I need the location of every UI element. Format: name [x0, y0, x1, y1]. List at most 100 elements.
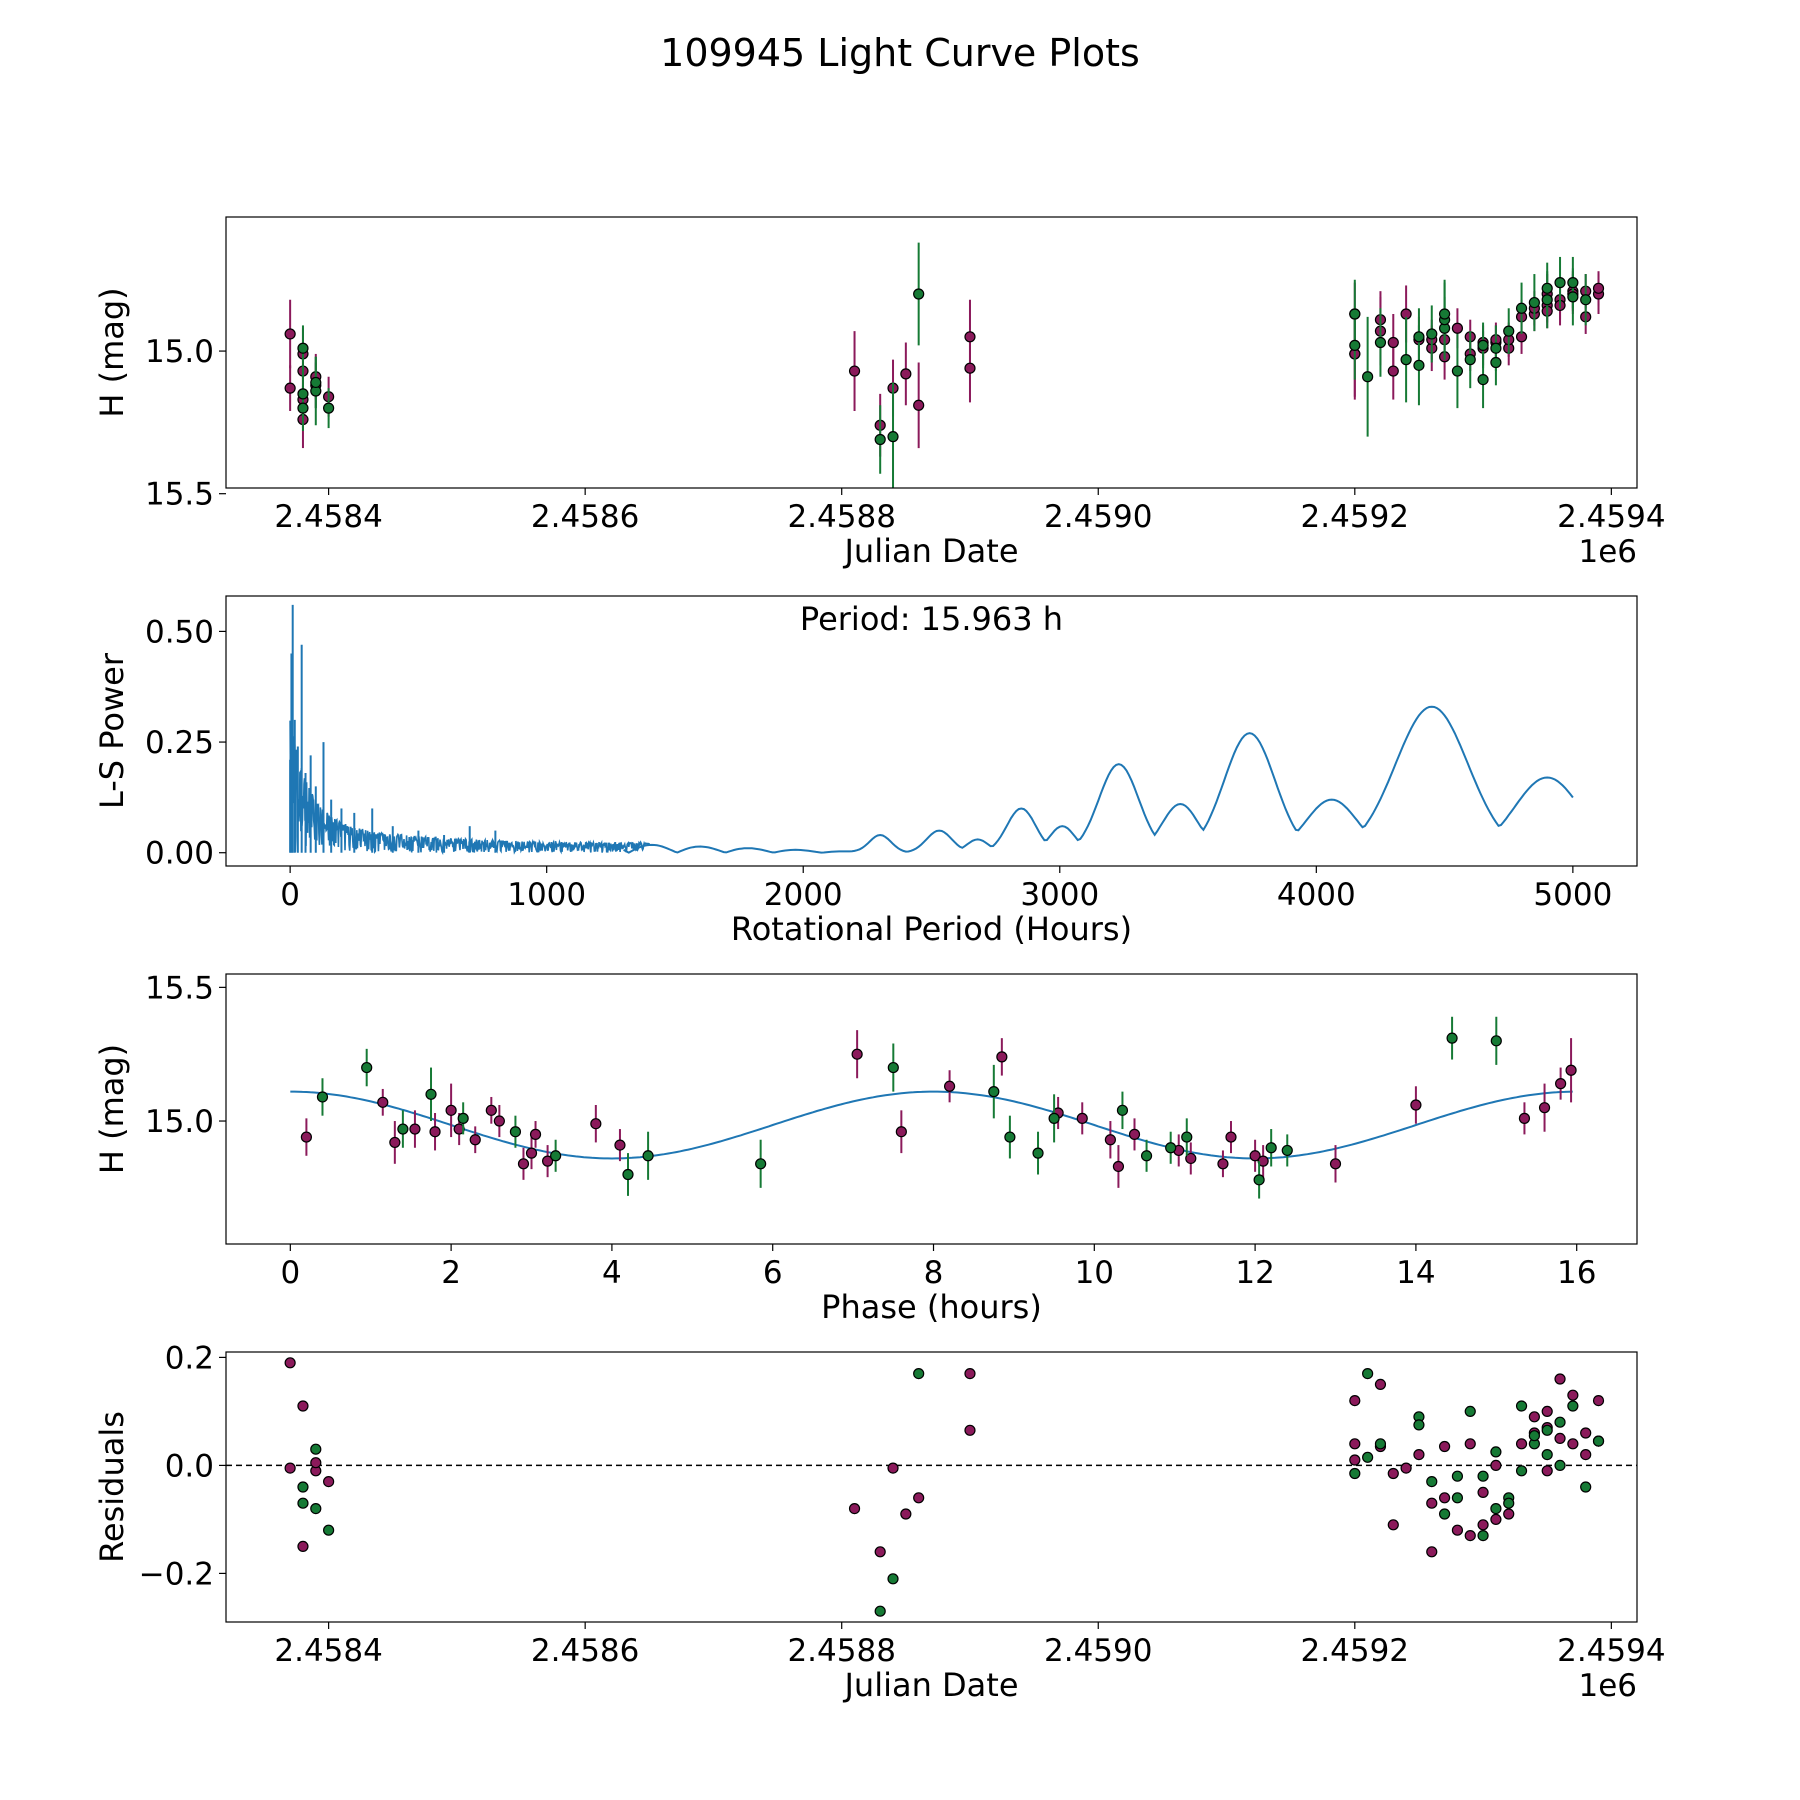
data-point — [1477, 1486, 1489, 1499]
data-point — [457, 1112, 469, 1124]
data-point — [1554, 1373, 1566, 1385]
data-point — [1349, 1394, 1361, 1407]
data-point — [323, 1524, 335, 1536]
data-point — [887, 1573, 899, 1585]
data-point — [509, 1126, 522, 1138]
data-point — [1374, 1438, 1387, 1450]
axes-frame — [225, 216, 1638, 489]
plot-area — [284, 242, 1605, 488]
data-point — [1400, 1462, 1412, 1474]
data-point — [1349, 339, 1361, 351]
data-point — [1349, 308, 1361, 320]
y-tick-label: −0.2 — [139, 1556, 214, 1592]
y-tick-label: 0.0 — [165, 1448, 214, 1484]
data-point — [1032, 1147, 1044, 1159]
data-point — [1349, 1467, 1361, 1480]
axes-frame — [225, 595, 1638, 867]
data-point — [284, 382, 296, 394]
data-point — [310, 1443, 322, 1455]
y-axis-label: L-S Power — [93, 652, 131, 809]
data-point — [297, 1497, 309, 1509]
data-point — [1185, 1152, 1197, 1165]
data-point — [1515, 1400, 1528, 1412]
x-tick-label: 0 — [280, 1255, 300, 1291]
data-point — [1580, 1427, 1592, 1439]
data-point — [1374, 336, 1387, 349]
data-point — [1451, 1524, 1464, 1536]
data-point — [1477, 1470, 1489, 1482]
data-point — [1076, 1112, 1088, 1124]
data-point — [1567, 277, 1579, 289]
y-tick-label: 0.2 — [165, 1340, 214, 1376]
data-point — [550, 1150, 562, 1162]
data-point — [1554, 1459, 1566, 1472]
data-point — [1490, 342, 1502, 354]
data-point — [874, 433, 886, 446]
data-point — [1438, 308, 1451, 320]
y-axis-label: H (mag) — [93, 1044, 131, 1174]
x-tick-label: 2.4586 — [531, 499, 639, 535]
data-point — [1464, 1529, 1476, 1542]
data-point — [525, 1147, 538, 1159]
x-tick-label: 1000 — [507, 877, 586, 913]
data-point — [755, 1158, 767, 1170]
data-point — [1477, 1519, 1489, 1531]
period-annotation: Period: 15.963 h — [800, 600, 1063, 638]
data-point — [1464, 354, 1476, 366]
data-point — [310, 376, 322, 389]
data-point — [469, 1134, 481, 1146]
data-point — [300, 1131, 312, 1143]
data-point — [622, 1168, 634, 1181]
data-point — [1554, 1432, 1566, 1445]
data-point — [1128, 1128, 1141, 1140]
chart-periodogram: Period: 15.963 h 0 1000 2000 3000 4000 5000 0.0… — [93, 595, 1638, 948]
data-point — [1104, 1134, 1116, 1146]
data-point — [1477, 339, 1489, 351]
x-tick-label: 8 — [924, 1255, 944, 1291]
data-point — [1362, 1451, 1374, 1463]
data-point — [425, 1088, 437, 1100]
data-point — [297, 388, 309, 400]
y-tick-label: 0.00 — [145, 836, 214, 872]
data-point — [964, 362, 976, 374]
data-point — [887, 1061, 899, 1074]
data-point — [297, 1481, 309, 1493]
x-offset-label: 1e6 — [1578, 1668, 1637, 1704]
data-point — [1541, 1405, 1553, 1418]
data-point — [964, 331, 976, 343]
data-point — [1580, 1448, 1592, 1461]
data-point — [541, 1155, 554, 1167]
data-point — [297, 402, 309, 414]
data-point — [1538, 1102, 1551, 1114]
data-point — [1503, 1508, 1515, 1520]
y-axis-label: H (mag) — [93, 287, 131, 417]
data-point — [900, 1508, 912, 1520]
x-tick-label: 2.4586 — [531, 1633, 639, 1669]
data-point — [1400, 354, 1412, 366]
data-point — [1349, 1454, 1361, 1466]
data-point — [1329, 1158, 1342, 1170]
data-point — [1528, 1430, 1540, 1442]
x-tick-label: 2.4584 — [274, 1633, 382, 1669]
x-axis-label: Rotational Period (Hours) — [731, 910, 1132, 948]
data-point — [1567, 1389, 1579, 1401]
data-point — [445, 1104, 457, 1116]
y-axis-label: Residuals — [93, 1411, 131, 1563]
data-point — [1490, 1035, 1502, 1047]
data-point — [361, 1061, 373, 1074]
data-point — [389, 1136, 401, 1149]
data-point — [642, 1150, 654, 1162]
axes-frame — [225, 1351, 1638, 1623]
data-point — [614, 1139, 626, 1151]
plot-area — [226, 1357, 1637, 1617]
y-tick-label: 0.25 — [145, 725, 214, 761]
x-tick-label: 2.4590 — [1044, 1633, 1152, 1669]
data-point — [913, 1367, 925, 1380]
data-point — [1490, 356, 1502, 369]
data-point — [1004, 1131, 1016, 1143]
data-point — [1413, 1419, 1425, 1431]
data-point — [1515, 302, 1528, 314]
data-point — [1413, 359, 1425, 371]
x-tick-label: 2.4588 — [787, 1633, 895, 1669]
data-point — [1518, 1112, 1531, 1124]
